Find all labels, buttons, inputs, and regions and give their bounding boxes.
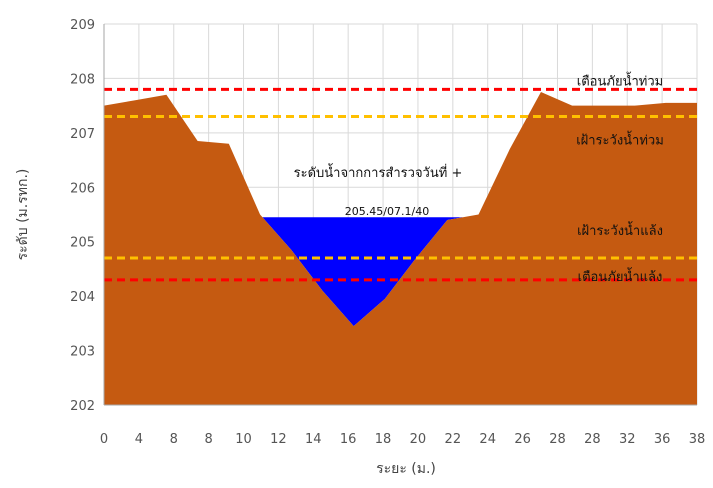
ref-label-drought-warning: เตือนภัยน้ำแล้ง [578, 267, 663, 285]
x-tick-label: 32 [619, 432, 636, 447]
water-level-label: ระดับน้ำจากการสำรวจวันที่ + [294, 163, 463, 181]
x-tick-label: 22 [445, 432, 462, 447]
x-tick-label: 28 [584, 432, 601, 447]
x-axis-title: ระยะ (ม.) [376, 461, 436, 477]
y-tick-label: 206 [70, 181, 95, 196]
water-level-value: 205.45/07.1/40 [345, 205, 429, 218]
x-tick-label: 16 [340, 432, 357, 447]
x-tick-label: 28 [549, 432, 566, 447]
x-tick-label: 12 [270, 432, 287, 447]
water-area [262, 217, 463, 327]
x-tick-label: 26 [514, 432, 531, 447]
y-tick-label: 209 [70, 18, 95, 33]
ref-label-flood-watch: เฝ้าระวังน้ำท่วม [576, 131, 664, 149]
y-tick-label: 207 [70, 127, 95, 142]
x-tick-label: 24 [479, 432, 496, 447]
x-tick-label: 8 [170, 432, 178, 447]
y-tick-label: 203 [70, 345, 95, 360]
x-tick-label: 20 [410, 432, 427, 447]
annotations: เตือนภัยน้ำท่วม เฝ้าระวังน้ำท่วม เฝ้าระว… [15, 71, 664, 477]
x-tick-label: 0 [100, 432, 108, 447]
x-tick-label: 8 [205, 432, 213, 447]
x-tick-label: 10 [235, 432, 252, 447]
reference-lines [104, 87, 697, 282]
plot-areas [104, 92, 697, 406]
y-tick-label: 208 [70, 72, 95, 87]
y-axis-title: ระดับ (ม.รทก.) [15, 169, 31, 261]
y-tick-label: 204 [70, 290, 95, 305]
x-tick-label: 38 [689, 432, 706, 447]
x-tick-label: 18 [375, 432, 392, 447]
x-tick-label: 36 [654, 432, 671, 447]
x-tick-label: 4 [135, 432, 143, 447]
axes: 202 203 204 205 206 207 208 209 0 4 8 8 10 12 14 16 18 20… [70, 18, 705, 447]
ground-area [104, 92, 697, 406]
x-tick-label: 14 [305, 432, 322, 447]
ref-label-drought-watch: เฝ้าระวังน้ำแล้ง [577, 221, 663, 239]
ref-label-flood-warning: เตือนภัยน้ำท่วม [577, 71, 663, 89]
y-tick-label: 205 [70, 236, 95, 251]
y-tick-label: 202 [70, 399, 95, 414]
